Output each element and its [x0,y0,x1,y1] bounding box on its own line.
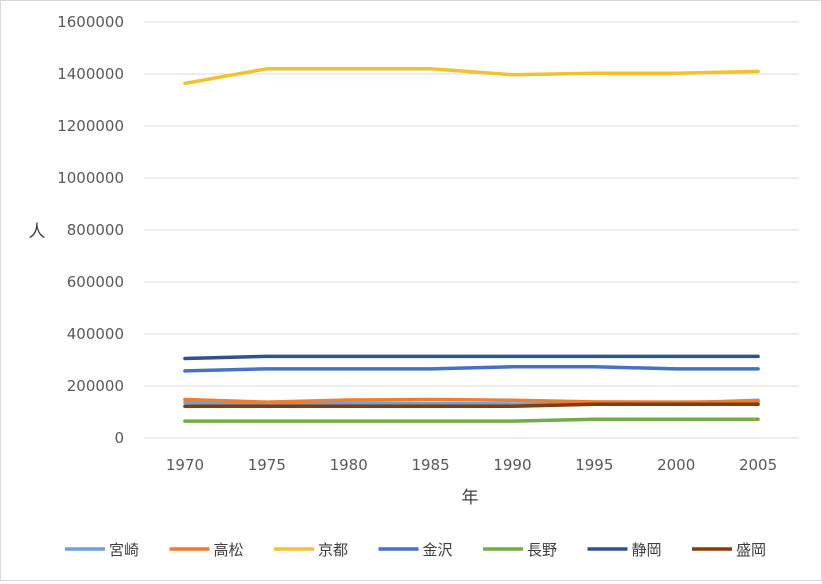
gridlines [144,21,799,439]
y-tick-label: 1200000 [57,117,124,135]
legend-label: 盛岡 [736,541,766,559]
legend-label: 京都 [318,541,348,559]
x-axis-title: 年 [462,488,479,508]
legend-label: 金沢 [423,541,453,559]
y-tick-labels: 0 200000 400000 600000 800000 1000000 1200000 1… [57,13,124,447]
x-tick-label: 1980 [330,456,368,474]
x-tick-label: 2005 [739,456,777,474]
legend-item: 長野 [483,541,557,559]
x-tick-label: 1975 [248,456,286,474]
legend-item: 静岡 [587,541,662,559]
series-lines [183,67,760,423]
legend: 宮崎 高松 京都 金沢 長野 静岡 盛岡 [65,541,766,559]
series-line-5 [183,354,760,361]
y-tick-label: 1400000 [57,65,124,83]
legend-label: 宮崎 [109,541,139,559]
x-tick-label: 1970 [166,456,204,474]
x-tick-label: 1995 [575,456,613,474]
series-line-6 [183,402,760,409]
y-tick-label: 0 [114,429,124,447]
y-tick-label: 800000 [67,221,124,239]
series-line-1 [183,397,760,404]
legend-item: 宮崎 [65,541,139,559]
legend-label: 静岡 [632,541,662,559]
legend-item: 盛岡 [692,541,766,559]
legend-item: 京都 [274,541,348,559]
x-tick-label: 2000 [657,456,695,474]
y-tick-label: 400000 [67,325,124,343]
legend-item: 高松 [169,541,244,559]
legend-label: 高松 [214,541,244,559]
y-tick-label: 600000 [67,273,124,291]
x-tick-label: 1990 [493,456,531,474]
series-line-3 [183,365,760,373]
series-line-4 [183,417,760,423]
y-tick-label: 1000000 [57,169,124,187]
x-tick-labels: 1970 1975 1980 1985 1990 1995 2000 2005 [166,456,777,474]
series-line-2 [183,67,760,86]
y-tick-label: 200000 [67,377,124,395]
y-axis-title: 人 [29,222,46,242]
y-tick-label: 1600000 [57,13,124,31]
legend-item: 金沢 [378,541,453,559]
legend-label: 長野 [527,541,557,559]
x-tick-label: 1985 [411,456,449,474]
